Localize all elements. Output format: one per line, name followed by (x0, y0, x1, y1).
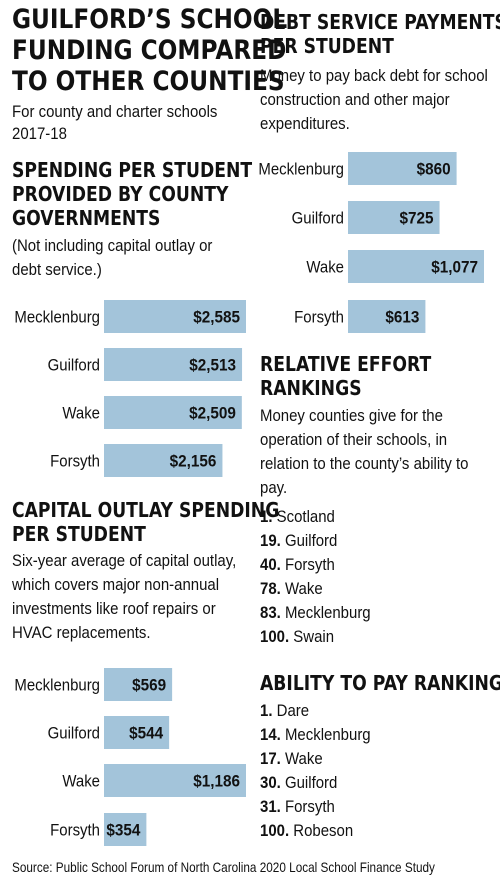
spending-bar (104, 348, 243, 381)
main-subtitle-line: For county and charter schools (12, 102, 218, 121)
debt-service-bar-chart: Mecklenburg $860 Guilford $725 Wake $1,077 For… (258, 152, 484, 333)
capital-value-label: $354 (106, 821, 140, 840)
debt-chart-title-line: DEBT SERVICE PAYMENTS (260, 10, 500, 34)
list-item: 83. Mecklenburg (260, 603, 371, 622)
capital-category-label: Guilford (48, 725, 100, 743)
main-title-line: TO OTHER COUNTIES (12, 66, 285, 97)
list-item: 19. Guilford (260, 531, 338, 550)
spending-chart-title-line: SPENDING PER STUDENT (12, 158, 253, 182)
debt-value-label: $860 (417, 160, 451, 179)
debt-chart-subtitle-line: construction and other major (260, 90, 450, 109)
capital-outlay-bar-chart: Mecklenburg $569 Guilford $544 Wake $1,186 For… (14, 668, 246, 846)
list-item: 78. Wake (260, 579, 323, 598)
spending-chart-title: SPENDING PER STUDENT PROVIDED BY COUNTY … (12, 158, 252, 230)
capital-chart-title: CAPITAL OUTLAY SPENDING PER STUDENT (12, 498, 279, 546)
capital-chart-title-line: PER STUDENT (12, 522, 146, 546)
debt-value-label: $613 (385, 308, 419, 327)
debt-bar (348, 201, 440, 234)
debt-bar (348, 152, 457, 185)
capital-category-label: Wake (62, 773, 100, 791)
capital-bar (104, 716, 170, 749)
debt-value-label: $725 (400, 209, 434, 228)
capital-bar (104, 668, 173, 701)
debt-chart-subtitle-line: expenditures. (260, 114, 350, 133)
debt-chart-title-line: PER STUDENT (260, 34, 394, 58)
capital-chart-subtitle-line: which covers major non-annual (12, 575, 220, 594)
main-subtitle: For county and charter schools 2017-18 (12, 101, 217, 145)
list-item: 1. Scotland (260, 507, 335, 526)
main-title: GUILFORD’S SCHOOL FUNDING COMPARED TO OT… (12, 4, 287, 97)
relative-effort-description-line: pay. (260, 478, 288, 497)
relative-effort-title-line: RELATIVE EFFORT (260, 352, 432, 376)
debt-bar (348, 250, 484, 283)
relative-effort-description-line: relation to the county’s ability to (260, 454, 469, 473)
debt-category-label: Forsyth (294, 309, 344, 327)
spending-value-label: $2,513 (189, 356, 236, 375)
relative-effort-description-line: Money counties give for the (260, 406, 443, 425)
spending-chart-title-line: GOVERNMENTS (12, 206, 161, 230)
capital-category-label: Mecklenburg (14, 677, 100, 695)
spending-value-label: $2,585 (193, 308, 240, 327)
capital-bar (104, 764, 246, 797)
main-title-line: FUNDING COMPARED (12, 35, 287, 66)
spending-bar (104, 444, 223, 477)
main-title-line: GUILFORD’S SCHOOL (12, 4, 288, 35)
debt-category-label: Wake (306, 259, 344, 277)
capital-chart-subtitle-line: Six-year average of capital outlay, (12, 551, 237, 570)
list-item: 17. Wake (260, 749, 323, 768)
ability-to-pay-list: 1. Dare 14. Mecklenburg 17. Wake 30. Gui… (260, 699, 371, 843)
capital-chart-title-line: CAPITAL OUTLAY SPENDING (12, 498, 280, 522)
capital-value-label: $1,186 (193, 772, 240, 791)
ability-to-pay-title: ABILITY TO PAY RANKINGS (260, 671, 500, 695)
main-subtitle-line: 2017-18 (12, 124, 67, 143)
source-note: Source: Public School Forum of North Car… (12, 859, 435, 875)
list-item: 1. Dare (260, 701, 310, 720)
relative-effort-description-line: operation of their schools, in (260, 430, 448, 449)
debt-bar (348, 300, 426, 333)
capital-chart-subtitle: Six-year average of capital outlay, whic… (12, 549, 236, 645)
capital-bar (104, 813, 147, 846)
relative-effort-list: 1. Scotland 19. Guilford 40. Forsyth 78.… (260, 505, 371, 649)
spending-category-label: Wake (62, 405, 100, 423)
relative-effort-title: RELATIVE EFFORT RANKINGS (260, 352, 431, 400)
spending-bar (104, 300, 246, 333)
spending-bar-chart: Mecklenburg $2,585 Guilford $2,513 Wake $2,50… (14, 300, 246, 477)
list-item: 40. Forsyth (260, 555, 335, 574)
capital-chart-subtitle-line: HVAC replacements. (12, 623, 151, 642)
spending-value-label: $2,509 (189, 404, 236, 423)
spending-category-label: Mecklenburg (14, 309, 100, 327)
debt-category-label: Mecklenburg (258, 161, 344, 179)
debt-category-label: Guilford (292, 210, 344, 228)
list-item: 100. Swain (260, 627, 335, 646)
spending-category-label: Guilford (48, 357, 100, 375)
spending-bar (104, 396, 242, 429)
list-item: 14. Mecklenburg (260, 725, 371, 744)
list-item: 31. Forsyth (260, 797, 335, 816)
debt-chart-subtitle: Money to pay back debt for school constr… (260, 64, 488, 136)
list-item: 30. Guilford (260, 773, 338, 792)
debt-chart-subtitle-line: Money to pay back debt for school (260, 66, 488, 85)
capital-chart-subtitle-line: investments like roof repairs or (12, 599, 216, 618)
debt-value-label: $1,077 (431, 258, 478, 277)
spending-category-label: Forsyth (50, 453, 100, 471)
relative-effort-description: Money counties give for the operation of… (260, 404, 468, 500)
list-item: 100. Robeson (260, 821, 354, 840)
spending-chart-title-line: PROVIDED BY COUNTY (12, 182, 229, 206)
debt-chart-title: DEBT SERVICE PAYMENTS PER STUDENT (260, 10, 500, 58)
spending-chart-subtitle-line: (Not including capital outlay or (12, 236, 213, 255)
capital-value-label: $544 (129, 724, 163, 743)
capital-category-label: Forsyth (50, 822, 100, 840)
capital-value-label: $569 (132, 676, 166, 695)
spending-chart-subtitle: (Not including capital outlay or debt se… (12, 234, 212, 282)
spending-value-label: $2,156 (170, 452, 217, 471)
spending-chart-subtitle-line: debt service.) (12, 260, 102, 279)
relative-effort-title-line: RANKINGS (260, 376, 362, 400)
